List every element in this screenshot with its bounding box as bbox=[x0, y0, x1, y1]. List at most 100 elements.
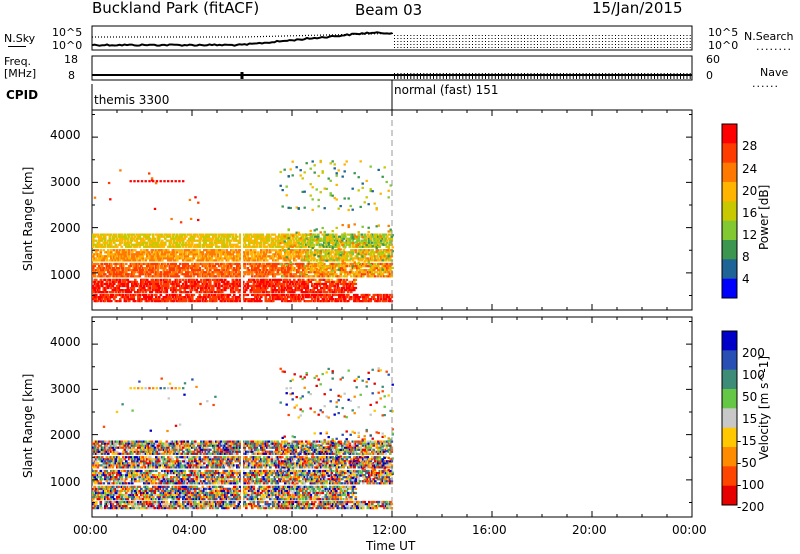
power-echo-cell bbox=[369, 255, 373, 258]
power-echo-cell bbox=[257, 251, 260, 254]
power-echo-cell bbox=[198, 300, 202, 303]
power-echo-cell bbox=[110, 249, 113, 252]
power-echo-cell bbox=[126, 253, 130, 256]
power-echo-cell bbox=[257, 235, 260, 238]
power-echo-cell bbox=[174, 282, 178, 286]
power-echo-cell bbox=[197, 265, 200, 268]
power-echo-cell bbox=[301, 252, 304, 255]
power-echo-cell bbox=[258, 282, 262, 286]
power-echo-cell bbox=[329, 162, 332, 165]
power-echo-cell bbox=[120, 289, 124, 292]
power-echo-cell bbox=[368, 249, 371, 252]
power-echo-cell bbox=[330, 251, 334, 254]
power-echo-cell bbox=[337, 207, 340, 210]
power-echo-cell bbox=[332, 259, 335, 262]
power-echo-cell bbox=[158, 235, 161, 238]
power-echo-cell bbox=[185, 259, 188, 262]
power-echo-cell bbox=[131, 233, 134, 236]
power-echo-cell bbox=[276, 237, 280, 240]
power-echo-cell bbox=[134, 239, 137, 242]
power-echo-cell bbox=[99, 257, 103, 260]
power-echo-cell bbox=[323, 289, 326, 292]
power-echo-cell bbox=[375, 255, 379, 258]
power-echo-cell bbox=[266, 286, 269, 290]
velocity-echo-cell bbox=[200, 503, 203, 506]
power-ytick-4000: 4000 bbox=[50, 128, 81, 142]
power-echo-cell bbox=[170, 286, 173, 290]
power-echo-cell bbox=[174, 271, 178, 274]
power-echo-cell bbox=[177, 275, 181, 278]
power-echo-cell bbox=[276, 239, 280, 242]
power-echo-cell bbox=[221, 300, 224, 303]
power-echo-cell bbox=[273, 298, 277, 301]
power-echo-cell bbox=[330, 255, 334, 258]
power-echo-cell bbox=[213, 296, 217, 299]
power-echo-cell bbox=[114, 243, 118, 246]
power-echo-cell bbox=[131, 253, 134, 256]
power-echo-cell bbox=[362, 269, 365, 272]
power-echo-cell bbox=[164, 284, 167, 288]
power-echo-cell bbox=[96, 280, 100, 283]
power-echo-cell bbox=[321, 226, 324, 230]
velocity-echo-cell bbox=[162, 505, 166, 508]
power-echo-cell bbox=[317, 298, 320, 301]
power-echo-cell bbox=[369, 300, 373, 303]
power-echo-cell bbox=[321, 282, 325, 286]
power-echo-cell bbox=[324, 273, 328, 276]
power-echo-cell bbox=[245, 259, 248, 262]
power-echo-cell bbox=[135, 245, 139, 248]
power-echo-cell bbox=[153, 282, 157, 286]
power-echo-cell bbox=[327, 289, 331, 292]
power-echo-cell bbox=[362, 239, 365, 242]
power-echo-cell bbox=[269, 243, 272, 246]
power-echo-cell bbox=[213, 255, 217, 258]
power-echo-cell bbox=[209, 241, 212, 244]
power-echo-cell bbox=[383, 235, 386, 238]
power-echo-cell bbox=[231, 271, 235, 274]
power-echo-cell bbox=[191, 286, 194, 290]
power-echo-cell bbox=[260, 265, 263, 268]
power-echo-cell bbox=[339, 280, 343, 283]
power-echo-cell bbox=[309, 194, 312, 197]
power-echo-cell bbox=[236, 280, 239, 283]
power-echo-cell bbox=[311, 289, 314, 292]
power-echo-cell bbox=[345, 255, 349, 258]
power-echo-cell bbox=[147, 245, 151, 248]
power-echo-cell bbox=[119, 259, 122, 262]
power-echo-cell bbox=[389, 237, 392, 240]
power-echo-cell bbox=[176, 289, 179, 292]
power-echo-cell bbox=[305, 251, 308, 254]
power-echo-cell bbox=[306, 296, 310, 299]
power-echo-cell bbox=[156, 273, 160, 276]
power-echo-cell bbox=[294, 233, 298, 236]
velocity-echo-cell bbox=[219, 503, 223, 506]
power-echo-cell bbox=[353, 286, 356, 290]
power-echo-cell bbox=[377, 269, 380, 272]
power-echo-cell bbox=[224, 284, 227, 288]
power-echo-cell bbox=[221, 262, 224, 266]
power-echo-cell bbox=[255, 278, 259, 281]
power-echo-cell bbox=[342, 253, 346, 256]
power-echo-cell bbox=[353, 249, 356, 252]
power-echo-cell bbox=[257, 300, 260, 303]
power-echo-cell bbox=[92, 257, 95, 260]
power-echo-cell bbox=[125, 259, 128, 262]
power-echo-cell bbox=[153, 293, 157, 297]
power-echo-cell bbox=[263, 269, 266, 272]
power-echo-cell bbox=[374, 298, 377, 301]
power-echo-cell bbox=[258, 262, 262, 266]
power-echo-cell bbox=[113, 289, 116, 292]
power-echo-cell bbox=[342, 296, 346, 299]
power-echo-cell bbox=[140, 233, 143, 236]
power-echo-cell bbox=[222, 296, 226, 299]
power-echo-cell bbox=[255, 300, 259, 303]
power-echo-cell bbox=[318, 269, 322, 272]
power-echo-cell bbox=[326, 300, 329, 303]
velocity-ytick-4000: 4000 bbox=[50, 335, 81, 349]
power-echo-cell bbox=[159, 249, 163, 252]
power-echo-cell bbox=[119, 289, 122, 292]
power-echo-cell bbox=[224, 298, 227, 301]
power-echo-cell bbox=[275, 251, 278, 254]
power-echo-cell bbox=[270, 243, 274, 246]
power-echo-cell bbox=[140, 278, 143, 281]
